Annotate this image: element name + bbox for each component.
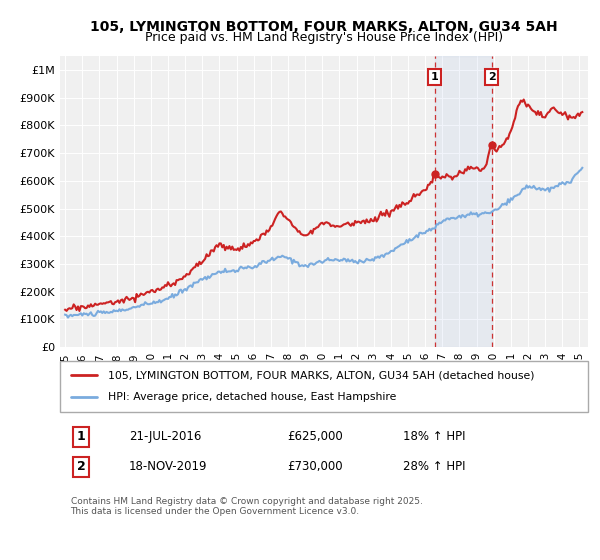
FancyBboxPatch shape — [60, 361, 588, 412]
Text: 1: 1 — [431, 72, 439, 82]
Text: 1: 1 — [77, 430, 85, 443]
Text: 2: 2 — [77, 460, 85, 473]
Text: 105, LYMINGTON BOTTOM, FOUR MARKS, ALTON, GU34 5AH: 105, LYMINGTON BOTTOM, FOUR MARKS, ALTON… — [90, 20, 558, 34]
Text: 18-NOV-2019: 18-NOV-2019 — [128, 460, 207, 473]
Text: £730,000: £730,000 — [287, 460, 343, 473]
Text: 2: 2 — [488, 72, 496, 82]
Bar — [434, 56, 491, 347]
Text: 21-JUL-2016: 21-JUL-2016 — [128, 430, 201, 443]
Text: HPI: Average price, detached house, East Hampshire: HPI: Average price, detached house, East… — [107, 393, 396, 403]
Text: 105, LYMINGTON BOTTOM, FOUR MARKS, ALTON, GU34 5AH (detached house): 105, LYMINGTON BOTTOM, FOUR MARKS, ALTON… — [107, 370, 534, 380]
Text: £625,000: £625,000 — [287, 430, 343, 443]
Text: 18% ↑ HPI: 18% ↑ HPI — [403, 430, 466, 443]
Text: 28% ↑ HPI: 28% ↑ HPI — [403, 460, 466, 473]
Text: Price paid vs. HM Land Registry's House Price Index (HPI): Price paid vs. HM Land Registry's House … — [145, 31, 503, 44]
Text: Contains HM Land Registry data © Crown copyright and database right 2025.
This d: Contains HM Land Registry data © Crown c… — [71, 497, 422, 516]
